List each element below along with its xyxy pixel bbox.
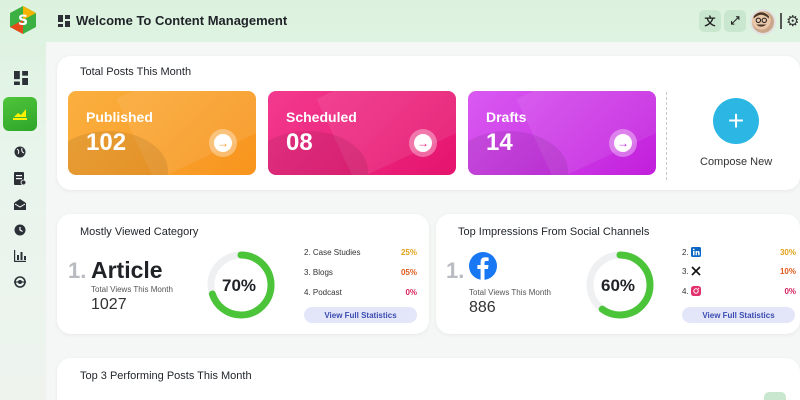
page-title: Welcome To Content Management <box>76 13 288 28</box>
scheduled-label: Scheduled <box>286 109 357 125</box>
arrow-right-icon: → <box>614 134 632 152</box>
published-count: 102 <box>86 129 127 156</box>
category-item: 3. Blogs <box>304 268 333 277</box>
compose-new-button[interactable]: + <box>713 98 759 144</box>
sidebar-item-analytics[interactable] <box>3 97 37 131</box>
svg-text:S: S <box>18 13 28 29</box>
translate-button[interactable]: 文 <box>699 10 721 32</box>
dashboard-icon[interactable] <box>14 71 28 85</box>
clock-icon[interactable] <box>14 224 26 236</box>
drafts-label: Drafts <box>486 109 527 125</box>
arrow-right-icon: → <box>414 134 432 152</box>
social-item-rank: 4. <box>682 287 689 296</box>
views-count: 1027 <box>91 296 127 313</box>
top-category-name: Article <box>91 257 163 283</box>
fullscreen-button[interactable]: ⤢ <box>724 10 746 32</box>
drafts-count: 14 <box>486 129 513 156</box>
published-label: Published <box>86 109 153 125</box>
category-item-percent: 25% <box>400 248 417 257</box>
social-item-percent: 0% <box>784 287 796 296</box>
translate-icon: 文 <box>704 16 716 28</box>
published-card[interactable]: Published 102 → <box>68 91 256 175</box>
fullscreen-icon: ⤢ <box>730 14 740 27</box>
total-posts-title: Total Posts This Month <box>80 66 192 78</box>
category-percent: 70% <box>222 276 257 295</box>
view-full-statistics-button[interactable]: View Full Statistics <box>304 307 417 323</box>
top-bar: S Welcome To Content Management 文 ⤢ ⚙ <box>0 0 800 42</box>
social-item-rank: 2. <box>682 248 689 257</box>
globe-icon[interactable] <box>14 146 26 158</box>
scheduled-arrow-button[interactable]: → <box>409 129 437 157</box>
linkedin-icon <box>691 247 701 257</box>
scheduled-card[interactable]: Scheduled 08 → <box>268 91 456 175</box>
social-percent: 60% <box>601 276 636 295</box>
social-item-percent: 10% <box>779 267 796 276</box>
chart-icon <box>13 109 27 120</box>
social-item-percent: 30% <box>779 248 796 257</box>
divider <box>666 92 667 180</box>
views-count: 886 <box>469 299 496 316</box>
arrow-right-icon: → <box>214 134 232 152</box>
category-progress-ring <box>207 251 275 319</box>
facebook-icon <box>469 252 497 280</box>
top-posts-title: Top 3 Performing Posts This Month <box>80 370 252 382</box>
compose-new-label[interactable]: Compose New <box>700 156 773 168</box>
x-icon <box>691 266 701 276</box>
views-label: Total Views This Month <box>91 285 173 294</box>
category-item-percent: 0% <box>405 288 417 297</box>
category-item-percent: 05% <box>400 268 417 277</box>
view-full-statistics-button[interactable]: View Full Statistics <box>682 307 795 323</box>
gear-icon[interactable]: ⚙ <box>786 13 800 30</box>
dashboard-icon <box>58 15 70 27</box>
bar-chart-icon[interactable] <box>14 250 26 262</box>
drafts-card[interactable]: Drafts 14 → <box>468 91 656 175</box>
rank-number: 1. <box>68 258 87 283</box>
app-logo[interactable]: S <box>8 5 38 35</box>
top-posts-card <box>57 358 800 400</box>
top-posts-action-button[interactable] <box>764 392 786 400</box>
plus-icon: + <box>727 105 745 136</box>
avatar[interactable] <box>750 9 776 35</box>
top-impressions-title: Top Impressions From Social Channels <box>458 226 650 238</box>
instagram-icon <box>691 286 701 296</box>
rank-number: 1. <box>446 258 465 283</box>
mostly-viewed-title: Mostly Viewed Category <box>80 226 199 238</box>
settings-swap-icon[interactable] <box>14 276 26 288</box>
published-arrow-button[interactable]: → <box>209 129 237 157</box>
mail-icon[interactable] <box>14 199 26 210</box>
header-divider <box>780 13 782 29</box>
views-label: Total Views This Month <box>469 288 551 297</box>
social-item-rank: 3. <box>682 267 689 276</box>
scheduled-count: 08 <box>286 129 313 156</box>
document-icon[interactable] <box>14 172 26 185</box>
social-progress-ring <box>586 251 654 319</box>
drafts-arrow-button[interactable]: → <box>609 129 637 157</box>
category-item: 4. Podcast <box>304 288 342 297</box>
category-item: 2. Case Studies <box>304 248 361 257</box>
